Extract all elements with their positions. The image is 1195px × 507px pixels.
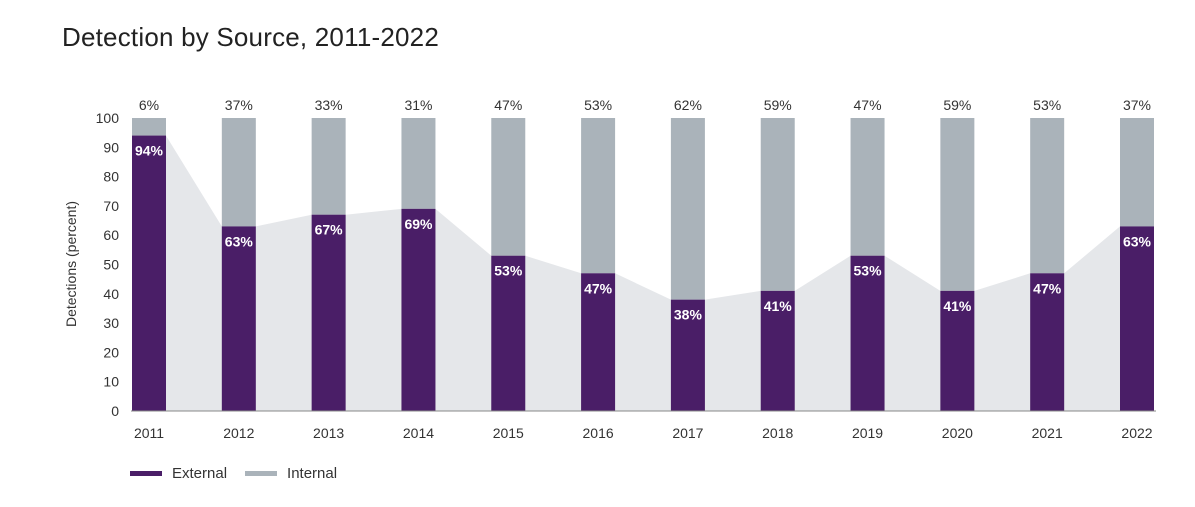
x-tick-label: 2022 <box>1121 425 1152 441</box>
bar-internal <box>850 118 885 256</box>
bar-external <box>1030 273 1065 411</box>
legend: External Internal <box>130 465 355 482</box>
bar-internal <box>491 118 526 256</box>
y-tick-label: 60 <box>103 227 119 243</box>
bar-internal <box>1030 118 1065 274</box>
data-label-internal: 47% <box>494 97 522 113</box>
data-label-internal: 53% <box>584 97 612 113</box>
bar-internal <box>221 118 256 227</box>
bar-internal <box>760 118 795 291</box>
bar-external <box>401 208 436 411</box>
legend-item-internal: Internal <box>245 465 337 482</box>
bar-external <box>1120 226 1154 411</box>
data-label-external: 47% <box>1033 280 1062 296</box>
data-label-external: 69% <box>404 216 433 232</box>
y-tick-label: 90 <box>103 139 119 155</box>
data-label-external: 67% <box>315 222 344 238</box>
data-label-internal: 59% <box>764 97 792 113</box>
legend-swatch-internal <box>245 471 278 476</box>
data-label-external: 47% <box>584 280 613 296</box>
data-label-external: 94% <box>135 143 164 159</box>
bar-external <box>850 255 885 411</box>
data-label-internal: 47% <box>854 97 882 113</box>
bar-external <box>491 255 526 411</box>
data-label-internal: 37% <box>225 97 253 113</box>
y-tick-label: 40 <box>103 286 119 302</box>
legend-label-external: External <box>172 465 228 482</box>
y-tick-label: 70 <box>103 198 119 214</box>
data-label-external: 41% <box>764 298 793 314</box>
y-axis-title: Detections (percent) <box>63 201 79 327</box>
x-tick-label: 2013 <box>313 425 344 441</box>
bar-internal <box>401 118 436 209</box>
legend-item-external: External <box>130 465 227 482</box>
x-tick-label: 2015 <box>493 425 524 441</box>
data-label-internal: 37% <box>1123 97 1151 113</box>
bar-external <box>760 290 795 411</box>
bar-external <box>221 226 256 411</box>
x-tick-label: 2018 <box>762 425 793 441</box>
bar-internal <box>311 118 346 215</box>
data-label-internal: 53% <box>1033 97 1061 113</box>
x-tick-label: 2017 <box>672 425 703 441</box>
detection-chart: 0 10 20 30 40 50 60 70 80 90 100 Detections (percen… <box>63 97 1156 441</box>
bar-internal <box>581 118 616 274</box>
bar-internal <box>1120 118 1154 227</box>
bar-external <box>311 214 346 411</box>
bar-external <box>670 299 705 411</box>
data-label-external: 53% <box>854 263 883 279</box>
data-label-external: 38% <box>674 307 703 323</box>
bar-internal <box>132 118 166 136</box>
data-label-internal: 31% <box>404 97 432 113</box>
y-tick-label: 80 <box>103 169 119 185</box>
x-tick-label: 2016 <box>583 425 614 441</box>
y-tick-label: 0 <box>111 403 119 419</box>
legend-label-internal: Internal <box>287 465 338 482</box>
x-tick-label: 2014 <box>403 425 434 441</box>
y-tick-label: 50 <box>103 257 119 273</box>
y-tick-label: 20 <box>103 344 119 360</box>
x-tick-label: 2012 <box>223 425 254 441</box>
x-tick-label: 2011 <box>134 425 164 441</box>
data-label-internal: 6% <box>139 97 159 113</box>
bar-external <box>581 273 616 411</box>
x-tick-label: 2019 <box>852 425 883 441</box>
data-label-external: 63% <box>1123 233 1152 249</box>
y-tick-label: 10 <box>103 374 119 390</box>
bar-external <box>940 290 975 411</box>
data-label-internal: 59% <box>943 97 971 113</box>
data-label-internal: 33% <box>315 97 343 113</box>
data-label-internal: 62% <box>674 97 702 113</box>
external-trend-area <box>132 135 1154 411</box>
y-tick-label: 30 <box>103 315 119 331</box>
y-tick-label: 100 <box>96 110 120 126</box>
x-tick-label: 2020 <box>942 425 973 441</box>
bar-external <box>132 135 166 411</box>
chart-title: Detection by Source, 2011-2022 <box>62 22 439 52</box>
bar-internal <box>670 118 705 300</box>
legend-swatch-external <box>130 471 162 476</box>
data-label-external: 63% <box>225 233 254 249</box>
data-label-external: 53% <box>494 263 523 279</box>
x-tick-label: 2021 <box>1032 425 1063 441</box>
bar-internal <box>940 118 975 291</box>
data-label-external: 41% <box>943 298 972 314</box>
